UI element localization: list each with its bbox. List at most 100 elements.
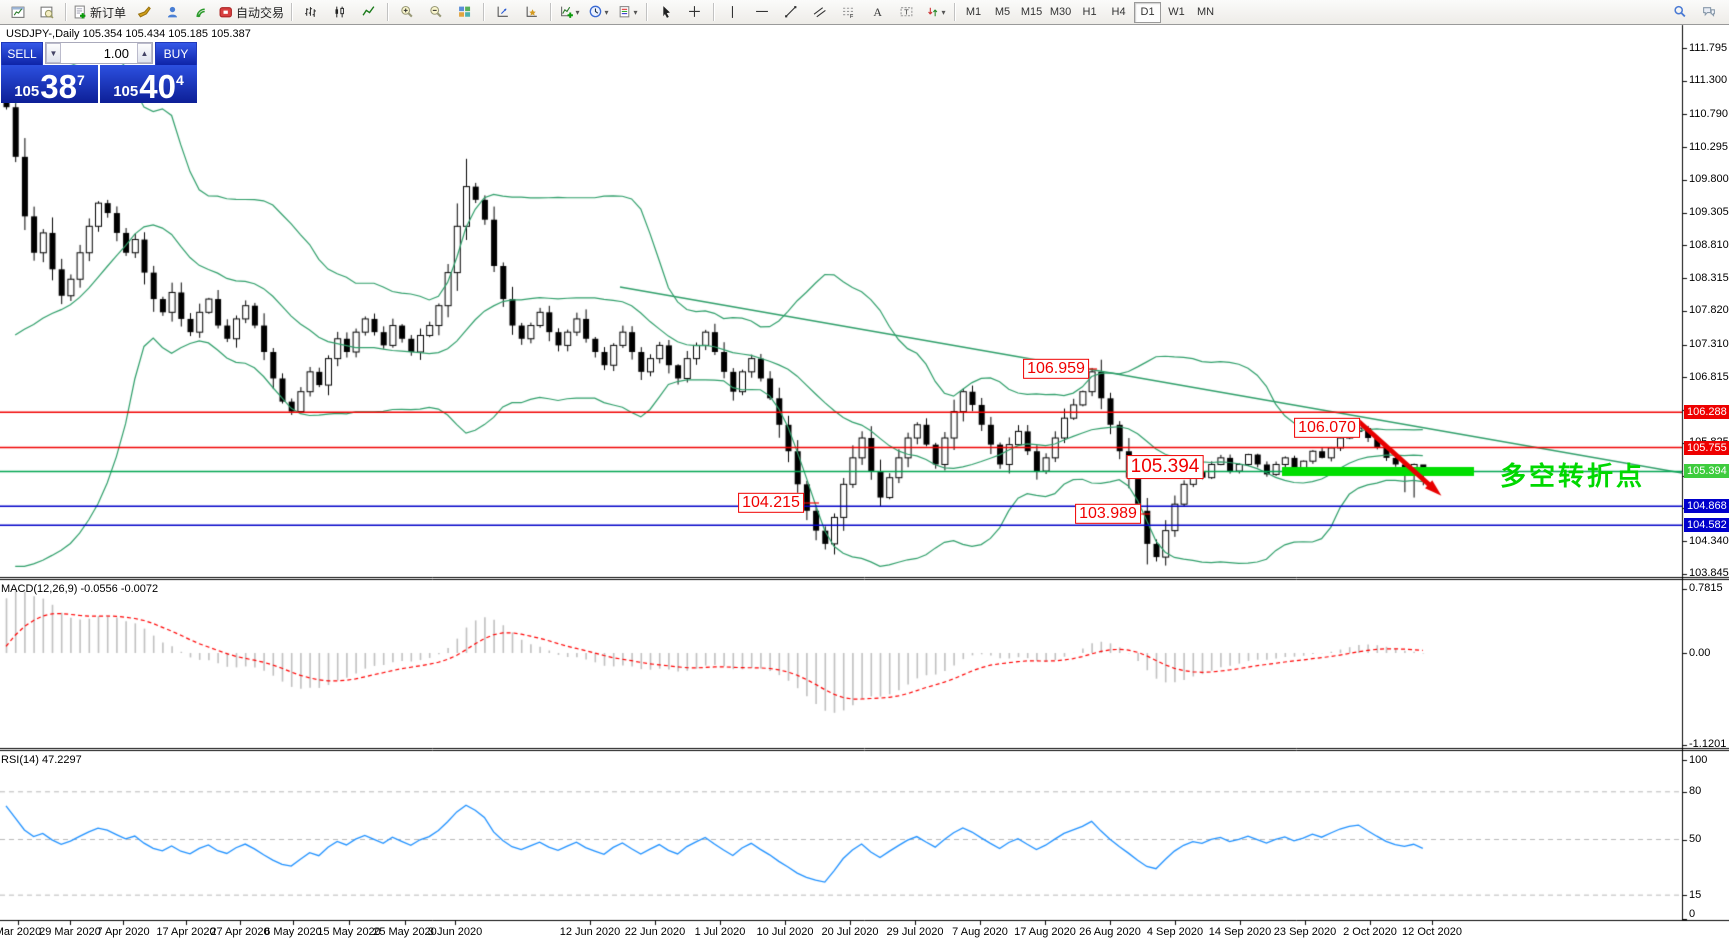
svg-text:T: T bbox=[904, 7, 909, 16]
toolbar-button-bar-chart-mode[interactable] bbox=[296, 1, 325, 24]
auto-arrange-icon bbox=[497, 6, 508, 17]
toolbar-button-line-chart-mode[interactable] bbox=[354, 1, 383, 24]
periods-icon bbox=[589, 5, 601, 18]
toolbar-button-zoom-in[interactable] bbox=[392, 1, 421, 24]
price-annotation-box[interactable]: 106.959 bbox=[1023, 358, 1089, 380]
toolbar-button-profiles[interactable] bbox=[32, 1, 61, 24]
macd-indicator-label: MACD(12,26,9) -0.0556 -0.0072 bbox=[1, 583, 159, 595]
toolbar-button-mql5-community[interactable] bbox=[158, 1, 187, 24]
toolbar-button-community-chat[interactable] bbox=[1694, 1, 1723, 24]
toolbar-button-indicators-list[interactable]: ▾ bbox=[555, 1, 584, 24]
timeframe-button-m1[interactable]: M1 bbox=[965, 6, 982, 18]
line-chart-icon bbox=[362, 6, 374, 16]
price-axis-tick: 108.315 bbox=[1689, 271, 1729, 284]
dropdown-arrow-icon: ▾ bbox=[575, 7, 580, 17]
toolbar-separator bbox=[291, 3, 293, 21]
sell-price[interactable]: 105 38 7 bbox=[1, 65, 98, 103]
toolbar-button-label: 自动交易 bbox=[236, 5, 285, 20]
svg-text:F: F bbox=[849, 14, 853, 19]
toolbar-button-auto-trading[interactable]: 自动交易 bbox=[216, 1, 287, 24]
toolbar-button-zoom-out[interactable] bbox=[421, 1, 450, 24]
buy-price[interactable]: 105 40 4 bbox=[100, 65, 197, 103]
timeframe-button-m5[interactable]: M5 bbox=[994, 6, 1011, 18]
horn-icon bbox=[137, 6, 151, 18]
svg-text:A: A bbox=[873, 5, 882, 19]
toolbar-button-cursor-mode[interactable] bbox=[651, 1, 680, 24]
price-axis-tick: 110.295 bbox=[1689, 140, 1728, 153]
toolbar-button-draw-text[interactable]: A bbox=[863, 1, 892, 24]
toolbar-button-label: 新订单 bbox=[90, 5, 127, 20]
rsi-axis-tick: 50 bbox=[1689, 833, 1702, 845]
sell-button[interactable]: SELL bbox=[1, 42, 43, 66]
trendline-icon bbox=[784, 6, 796, 18]
volume-increase-button[interactable]: ▲ bbox=[137, 43, 152, 63]
buy-price-sup: 4 bbox=[175, 72, 184, 88]
toolbar-button-new-order[interactable]: 新订单 bbox=[70, 1, 129, 24]
price-annotation-box[interactable]: 105.394 bbox=[1126, 455, 1204, 479]
rsi-axis-tick: 0 bbox=[1689, 908, 1696, 920]
zoom-out-icon bbox=[429, 5, 442, 18]
volume-decrease-button[interactable]: ▼ bbox=[46, 43, 61, 63]
timeframe-button-h1[interactable]: H1 bbox=[1082, 6, 1097, 18]
toolbar-button-search[interactable] bbox=[1665, 1, 1694, 24]
tile-windows-icon bbox=[458, 6, 470, 17]
sell-price-big: 38 bbox=[40, 67, 77, 105]
toolbar-button-draw-channel[interactable] bbox=[805, 1, 834, 24]
price-axis-tick: 104.340 bbox=[1689, 534, 1729, 547]
toolbar-button-draw-trendline[interactable] bbox=[776, 1, 805, 24]
toolbar-button-signals[interactable] bbox=[187, 1, 216, 24]
crosshair-icon bbox=[688, 6, 700, 17]
timeframe-button-d1[interactable]: D1 bbox=[1134, 1, 1162, 23]
main-toolbar: 新订单 自动交易 ▾ ▾ ▾ F A T ▾ M1 M5 M15 M30 H1 H4 D1 W1 MN bbox=[0, 0, 1729, 25]
timeframe-button-m30[interactable]: M30 bbox=[1049, 6, 1072, 18]
price-annotation-box[interactable]: 103.989 bbox=[1075, 503, 1141, 525]
timeframe-button-mn[interactable]: MN bbox=[1196, 6, 1215, 18]
toolbar-button-draw-text-label[interactable]: T bbox=[892, 1, 921, 24]
price-badge-105.394: 105.394 bbox=[1684, 464, 1729, 479]
candle-chart-icon bbox=[335, 6, 344, 18]
toolbar-button-draw-vertical-line[interactable] bbox=[718, 1, 747, 24]
toolbar-separator bbox=[954, 3, 956, 21]
arrows-icon bbox=[927, 7, 937, 17]
new-order-icon bbox=[74, 5, 86, 19]
price-badge-104.582: 104.582 bbox=[1684, 518, 1729, 533]
toolbar-button-crosshair-mode[interactable] bbox=[680, 1, 709, 24]
track-chart-icon bbox=[526, 6, 537, 17]
toolbar-button-track-chart[interactable] bbox=[517, 1, 546, 24]
toolbar-button-periods[interactable]: ▾ bbox=[584, 1, 613, 24]
toolbar-button-auto-arrange[interactable] bbox=[488, 1, 517, 24]
timeframe-button-h4[interactable]: H4 bbox=[1111, 6, 1126, 18]
cursor-icon bbox=[662, 6, 670, 18]
price-axis-tick: 111.795 bbox=[1689, 41, 1728, 54]
toolbar-button-tile-windows[interactable] bbox=[450, 1, 479, 24]
indicators-icon bbox=[560, 6, 573, 18]
toolbar-right-group bbox=[1665, 1, 1723, 24]
label-icon: T bbox=[900, 7, 912, 16]
toolbar-button-new-chart[interactable] bbox=[3, 1, 32, 24]
toolbar-button-candlestick-mode[interactable] bbox=[325, 1, 354, 24]
macd-axis-tick: 0.00 bbox=[1689, 646, 1711, 659]
price-annotation-box[interactable]: 106.070 bbox=[1294, 417, 1360, 439]
price-axis-tick: 103.845 bbox=[1689, 567, 1729, 580]
toolbar-button-news[interactable] bbox=[129, 1, 158, 24]
channel-icon bbox=[813, 7, 826, 18]
zoom-in-icon bbox=[400, 5, 413, 18]
price-badge-105.755: 105.755 bbox=[1684, 440, 1729, 455]
one-click-trading-panel: SELL ▼ 1.00 ▲ BUY 105 38 7 105 40 4 bbox=[1, 42, 197, 103]
toolbar-button-draw-arrows[interactable]: ▾ bbox=[921, 1, 950, 24]
toolbar-button-templates[interactable]: ▾ bbox=[613, 1, 642, 24]
turning-point-text-label[interactable]: 多空转折点 bbox=[1500, 461, 1646, 491]
chat-icon bbox=[1702, 7, 1715, 17]
toolbar-separator bbox=[65, 3, 66, 21]
signal-icon bbox=[195, 8, 205, 18]
dropdown-arrow-icon: ▾ bbox=[633, 7, 638, 17]
timeframe-button-w1[interactable]: W1 bbox=[1168, 6, 1185, 18]
buy-price-prefix: 105 bbox=[113, 83, 139, 100]
toolbar-button-draw-fibonacci[interactable]: F bbox=[834, 1, 863, 24]
price-annotation-box[interactable]: 104.215 bbox=[738, 492, 804, 514]
toolbar-button-draw-horizontal-line[interactable] bbox=[747, 1, 776, 24]
volume-input[interactable]: 1.00 bbox=[103, 45, 129, 61]
buy-button[interactable]: BUY bbox=[155, 42, 197, 66]
timeframe-button-m15[interactable]: M15 bbox=[1020, 6, 1043, 18]
